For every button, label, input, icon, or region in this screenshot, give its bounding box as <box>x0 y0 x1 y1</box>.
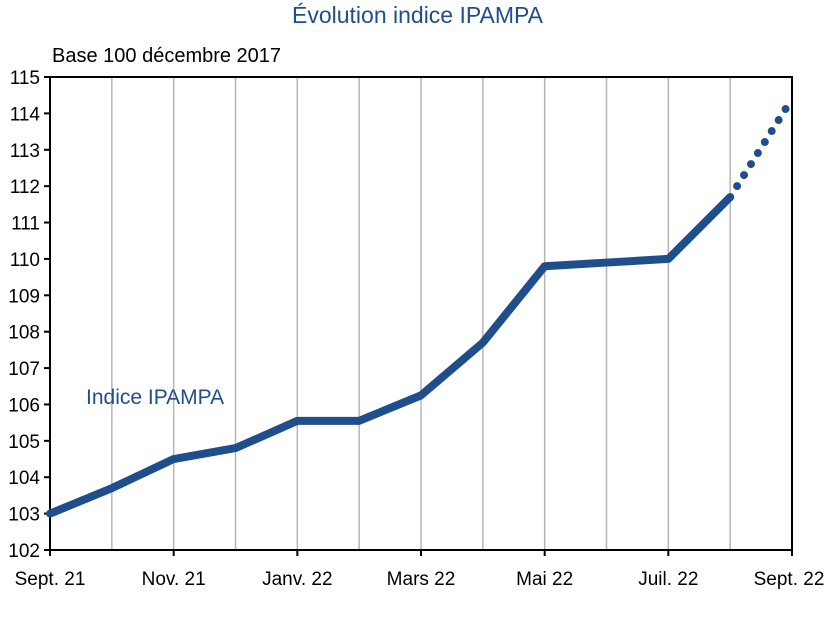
chart-title: Évolution indice IPAMPA <box>292 2 543 28</box>
y-tick-label: 112 <box>10 177 40 198</box>
y-tick-label: 104 <box>8 468 40 489</box>
data-point <box>479 339 487 347</box>
data-point <box>170 455 178 463</box>
x-tick-label: Mai 22 <box>516 569 573 590</box>
x-tick-label: Mars 22 <box>387 569 456 590</box>
data-point <box>232 444 240 452</box>
x-tick-label: Janv. 22 <box>262 569 332 590</box>
y-tick-label: 105 <box>8 432 40 453</box>
x-tick-label: Juil. 22 <box>638 569 698 590</box>
chart-subtitle: Base 100 décembre 2017 <box>52 45 282 67</box>
x-axis-ticks: Sept. 21 Nov. 21 Janv. 22 Mars 22 Mai 22 Juil… <box>15 550 825 590</box>
y-tick-label: 110 <box>10 250 40 271</box>
y-tick-label: 106 <box>8 395 40 416</box>
y-tick-label: 109 <box>8 286 40 307</box>
data-point <box>664 255 672 263</box>
y-tick-label: 102 <box>8 541 40 562</box>
series-line-ipampa <box>46 193 735 518</box>
data-point <box>355 417 363 425</box>
series-group <box>46 94 796 518</box>
y-tick-label: 107 <box>8 359 40 380</box>
data-point <box>541 262 549 270</box>
y-tick-label: 111 <box>11 214 40 235</box>
x-tick-label: Nov. 21 <box>142 569 206 590</box>
y-tick-label: 115 <box>10 68 40 89</box>
data-point <box>726 193 734 201</box>
x-tick-label: Sept. 22 <box>754 569 825 590</box>
y-tick-label: 108 <box>8 323 40 344</box>
y-tick-label: 114 <box>10 104 41 125</box>
data-point <box>603 259 611 267</box>
series-line-ipampa-estimate <box>726 94 796 202</box>
x-tick-label: Sept. 21 <box>15 569 86 590</box>
data-point <box>108 484 116 492</box>
series-label: Indice IPAMPA <box>86 386 224 409</box>
y-axis-ticks: 102 103 104 105 106 107 108 109 110 111 112 113 114 1… <box>8 68 50 562</box>
data-point <box>293 417 301 425</box>
data-point <box>46 510 54 518</box>
y-tick-label: 103 <box>8 505 40 526</box>
gridlines <box>49 77 793 550</box>
data-point <box>417 391 425 399</box>
data-point <box>788 95 796 103</box>
y-tick-label: 113 <box>10 141 40 162</box>
